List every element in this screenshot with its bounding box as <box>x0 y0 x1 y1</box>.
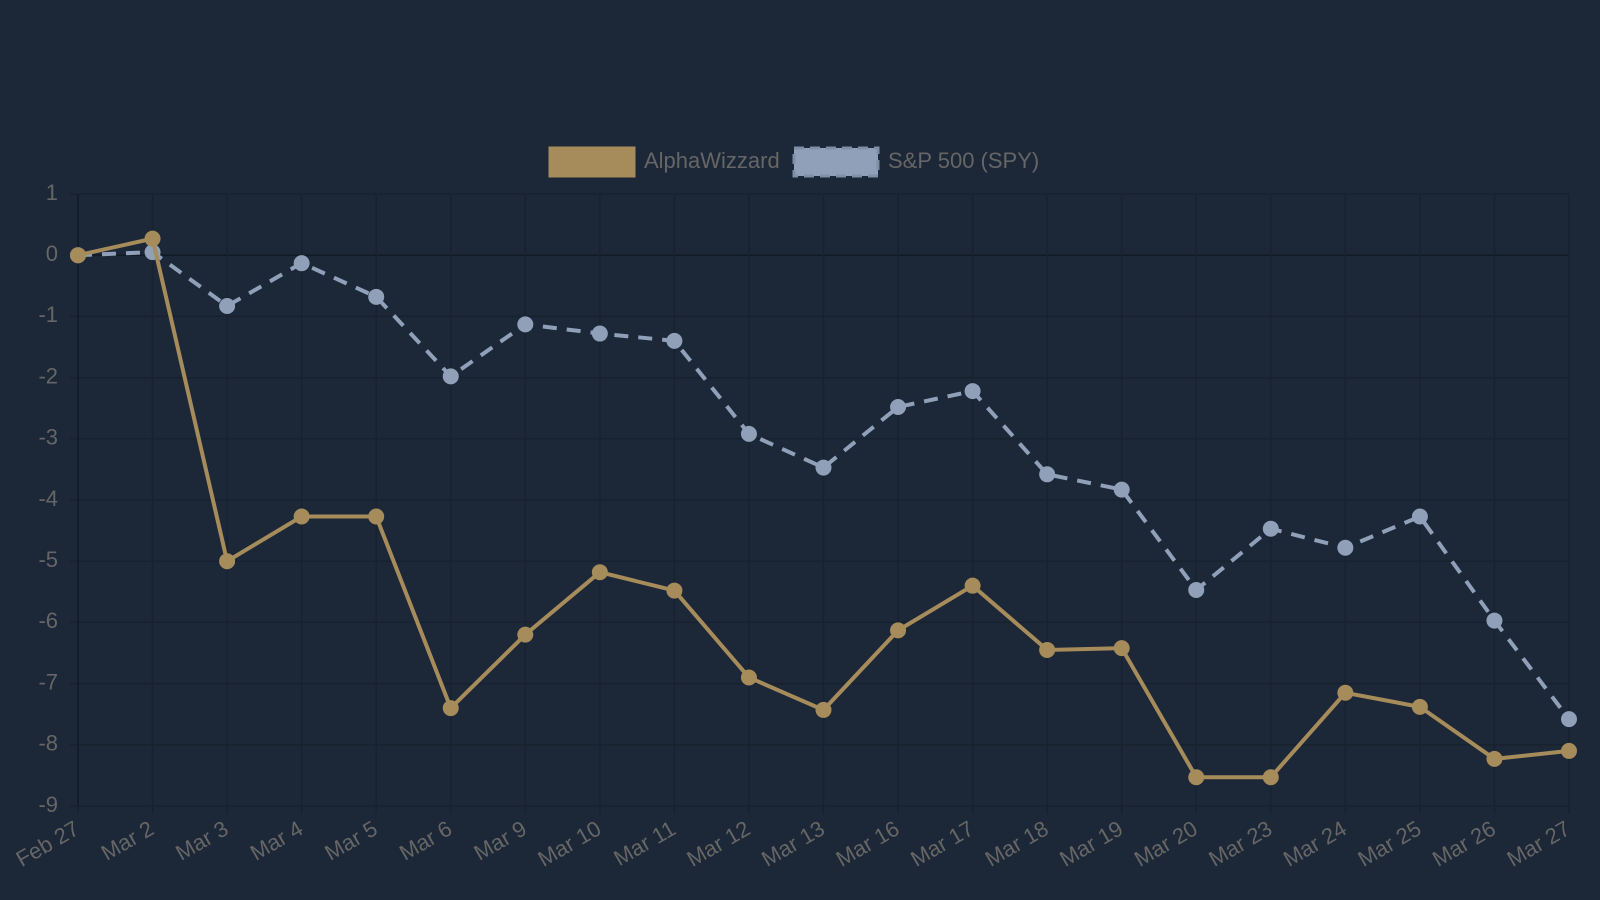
series-line <box>77 250 1571 721</box>
point <box>591 325 608 342</box>
point <box>1262 520 1279 537</box>
y-tick-label: -8 <box>38 731 58 756</box>
point <box>517 626 534 643</box>
point <box>1561 742 1577 759</box>
point <box>1113 640 1130 657</box>
point <box>964 577 981 594</box>
point <box>219 297 236 314</box>
point <box>1188 581 1205 598</box>
point <box>1188 769 1205 786</box>
point <box>815 459 832 476</box>
x-tick-label: Mar 5 <box>320 816 381 866</box>
legend-label: S&P 500 (SPY) <box>888 148 1039 173</box>
point <box>964 383 981 400</box>
x-tick-label: Mar 11 <box>609 816 679 871</box>
x-tick-label: Mar 26 <box>1428 816 1500 872</box>
y-tick-label: -1 <box>38 302 58 327</box>
point <box>1262 769 1279 786</box>
x-tick-label: Mar 9 <box>469 816 530 866</box>
point <box>442 368 459 385</box>
point <box>1039 641 1056 658</box>
point <box>368 288 385 305</box>
point <box>1561 711 1577 728</box>
point <box>666 582 683 599</box>
x-tick-label: Mar 19 <box>1055 816 1127 872</box>
point <box>1337 539 1354 556</box>
point <box>442 700 459 717</box>
x-tick-label: Feb 27 <box>12 816 84 872</box>
legend-swatch <box>792 146 880 178</box>
legend-swatch <box>548 146 636 178</box>
x-tick-label: Mar 24 <box>1279 816 1351 872</box>
point <box>890 398 907 415</box>
x-tick-label: Mar 16 <box>832 816 904 872</box>
y-tick-label: -5 <box>38 547 58 572</box>
point <box>1411 508 1428 525</box>
x-tick-label: Mar 6 <box>395 816 456 866</box>
point <box>70 247 86 264</box>
point <box>517 316 534 333</box>
point <box>740 669 757 686</box>
y-tick-label: -3 <box>38 425 58 450</box>
y-tick-label: 0 <box>46 241 58 266</box>
x-tick-label: Mar 27 <box>1503 816 1575 872</box>
point <box>144 230 161 247</box>
x-tick-label: Mar 2 <box>97 816 158 866</box>
x-tick-label: Mar 4 <box>246 816 307 866</box>
x-tick-label: Mar 10 <box>533 816 605 872</box>
x-tick-label: Mar 17 <box>906 816 978 872</box>
point <box>1337 684 1354 701</box>
point <box>1486 612 1503 629</box>
point <box>1113 481 1130 498</box>
point <box>293 508 310 525</box>
y-tick-label: -9 <box>38 792 58 817</box>
point <box>219 553 236 570</box>
point <box>293 255 310 272</box>
point <box>666 332 683 349</box>
y-tick-label: -2 <box>38 363 58 388</box>
point <box>591 564 608 581</box>
y-tick-label: -4 <box>38 486 58 511</box>
y-tick-label: 1 <box>46 180 58 205</box>
point <box>1486 750 1503 767</box>
point <box>368 508 385 525</box>
x-tick-label: Mar 23 <box>1204 816 1276 872</box>
x-tick-label: Mar 3 <box>171 816 232 866</box>
x-tick-label: Mar 18 <box>981 816 1053 872</box>
x-tick-label: Mar 12 <box>683 816 755 872</box>
point <box>890 622 907 639</box>
point <box>1411 698 1428 715</box>
y-tick-label: -7 <box>38 669 58 694</box>
point <box>815 701 832 718</box>
x-tick-label: Mar 25 <box>1353 816 1425 872</box>
y-tick-label: -6 <box>38 608 58 633</box>
x-tick-label: Mar 13 <box>757 816 829 872</box>
point <box>740 425 757 442</box>
point <box>1039 466 1056 483</box>
legend-label: AlphaWizzard <box>644 148 780 173</box>
x-tick-label: Mar 20 <box>1130 816 1202 872</box>
